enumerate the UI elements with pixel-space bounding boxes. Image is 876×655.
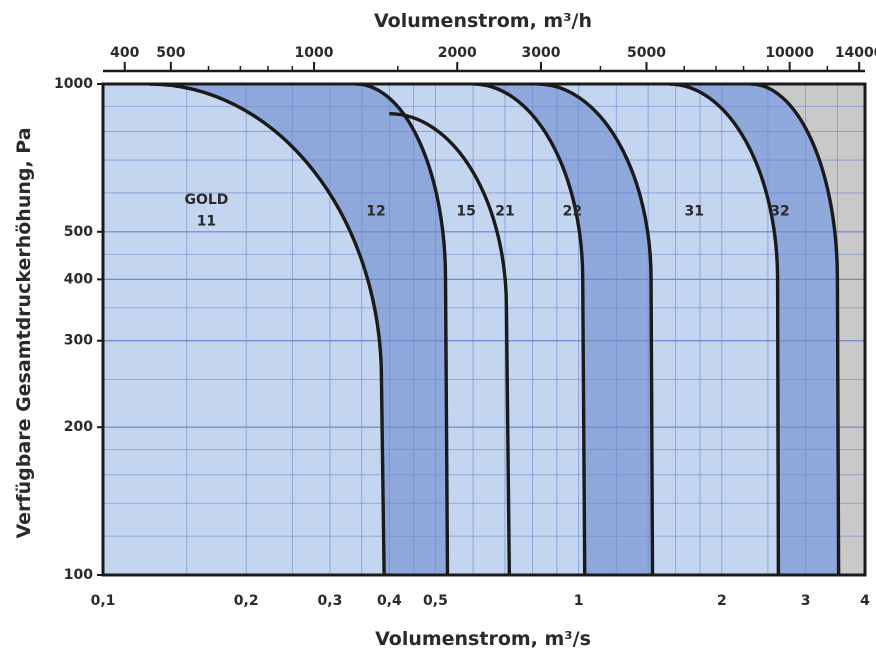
boundary-curve-gold-11 [149,84,386,575]
axes: 0,1 0,2 0,3 0,4 0,5 1 2 3 4100200300400500100040… [54,45,876,609]
plot-background [103,84,865,575]
dark-band-3 [669,84,839,575]
x-tick-label: 0,5 [423,593,448,609]
zone-label: 15 [456,203,475,219]
plot-frame [101,82,867,577]
top-tick-label: 3000 [521,45,560,61]
boundary-curve-15 [389,111,512,575]
y-tick-label: 400 [64,271,93,287]
x-tick-label: 0,2 [234,593,259,609]
top-tick-label: 5000 [627,45,666,61]
x-tick-label: 2 [717,593,727,609]
boundary-curve-21 [473,84,587,575]
plot-area: GOLD 11 12 15 21 22 31 32 [101,82,867,577]
x-tick-label: 0,4 [377,593,402,609]
dark-band-2 [473,84,653,575]
zone-label: 11 [197,213,216,229]
boundary-curve-32 [750,84,841,575]
zone-label: 31 [684,203,703,219]
x-tick-label: 0,3 [318,593,343,609]
x-tick-label: 0,1 [91,593,116,609]
zone-label: GOLD [184,192,228,208]
y-tick-label: 100 [64,567,93,583]
zone-label: 22 [563,203,582,219]
y-tick-label: 300 [64,333,93,349]
top-tick-label: 400 [110,45,139,61]
boundary-curve-12 [355,84,450,575]
grey-zone [750,84,865,575]
y-axis-title: Verfügbare Gesamtdruckerhöhung, Pa [13,127,35,538]
x-tick-label: 1 [574,593,584,609]
zone-label: 32 [770,203,789,219]
boundary-curve-31 [669,84,781,575]
top-axis-title: Volumenstrom, m³/h [374,10,592,32]
top-tick-label: 2000 [438,45,477,61]
x-axis-title: Volumenstrom, m³/s [375,628,591,650]
top-tick-label: 500 [156,45,185,61]
top-tick-label: 10000 [765,45,814,61]
y-tick-label: 200 [64,419,93,435]
dark-band-1 [149,84,448,575]
zone-label: 21 [495,203,514,219]
top-tick-label: 14000 [835,45,876,61]
boundary-curve-22 [537,84,655,575]
top-tick-label: 1000 [295,45,334,61]
x-tick-label: 3 [801,593,811,609]
plot-fills [103,84,865,575]
zone-label: 12 [366,203,385,219]
y-tick-label: 1000 [54,76,93,92]
x-tick-label: 4 [860,593,870,609]
y-tick-label: 500 [64,224,93,240]
